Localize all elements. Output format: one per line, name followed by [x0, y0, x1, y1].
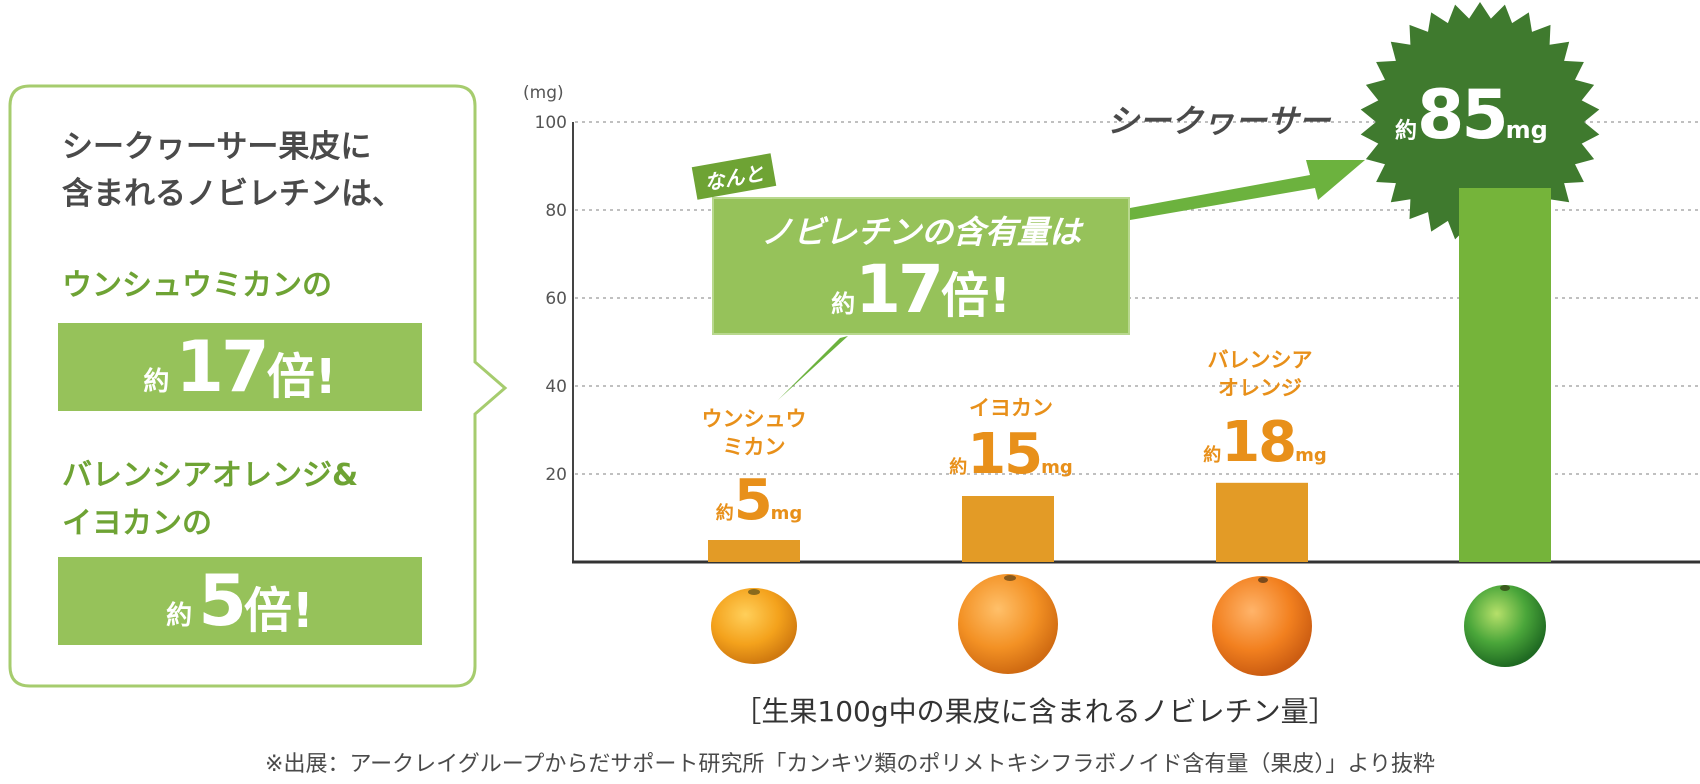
bar-3 [1459, 188, 1551, 562]
note-pointer [778, 336, 848, 400]
note-times: 約17倍! [714, 251, 1128, 328]
callout-line-1: シークヮーサー果皮に [62, 129, 372, 165]
times-prefix: 約 [166, 600, 193, 631]
iyokan-fruit-icon [958, 574, 1058, 674]
value-unit: mg [1041, 457, 1073, 478]
value-number: 15 [967, 422, 1043, 487]
value-prefix: 約 [1395, 119, 1418, 144]
times-box-5: 約 5 倍! [58, 557, 422, 645]
category-label-iyokan: イヨカン [969, 396, 1053, 420]
callout-line-2: 含まれるノビレチンは、 [62, 176, 403, 212]
value-prefix: 約 [1203, 445, 1222, 466]
chart-caption: ［生果100g中の果皮に含まれるノビレチン量］ [733, 695, 1337, 728]
shikuwasa-fruit-icon [1464, 585, 1546, 667]
compare-label-2a: バレンシアオレンジ& [62, 458, 359, 493]
value-prefix: 約 [715, 503, 734, 524]
note-suffix: 倍! [940, 268, 1011, 324]
compare-label-1: ウンシュウミカンの [62, 268, 332, 303]
value-number: 5 [733, 468, 773, 533]
value-unit: mg [770, 503, 803, 524]
compare-label-2b: イヨカンの [62, 506, 212, 541]
y-tick-label: 100 [535, 113, 567, 133]
value-unit: mg [1295, 445, 1327, 466]
value-prefix: 約 [949, 457, 968, 478]
bar-2 [1216, 482, 1308, 562]
times-suffix: 倍! [243, 583, 314, 639]
times-prefix: 約 [143, 366, 170, 397]
mandarin-fruit-icon [711, 588, 797, 664]
y-axis-label: (mg) [523, 83, 564, 103]
value-label-valencia: 約18mg [1190, 410, 1340, 475]
times-number: 17 [175, 326, 269, 408]
y-axis-ticks: 20 40 60 80 100 [535, 113, 567, 485]
times-number: 5 [198, 560, 247, 642]
note-box: ノビレチンの含有量は 約17倍! [712, 197, 1130, 335]
source-note: ※出展：アークレイグループからだサポート研究所「カンキツ類のポリメトキシフラボノ… [265, 752, 1435, 777]
note-text: ノビレチンの含有量は [760, 213, 1081, 251]
category-label-unshu: ウンシュウ ミカン [701, 407, 807, 459]
y-tick-label: 60 [545, 289, 567, 309]
value-number: 85 [1417, 76, 1509, 155]
highlight-name: シークヮーサー [1107, 102, 1331, 140]
value-number: 18 [1221, 410, 1297, 475]
highlight-value: 約85mg [1395, 76, 1548, 155]
note-prefix: 約 [831, 290, 856, 318]
category-label-valencia: バレンシア オレンジ [1207, 348, 1313, 400]
arrow-to-highlight [1130, 160, 1365, 220]
orange-fruit-icon [1212, 576, 1312, 676]
note-number: 17 [855, 251, 944, 328]
bar-0 [708, 540, 800, 562]
y-tick-label: 80 [545, 201, 567, 221]
value-unit: mg [1505, 116, 1548, 144]
y-tick-label: 40 [545, 377, 567, 397]
y-tick-label: 20 [545, 465, 567, 485]
times-box-17: 約 17 倍! [58, 323, 422, 411]
bar-1 [962, 496, 1054, 562]
times-suffix: 倍! [266, 349, 337, 405]
value-label-iyokan: 約15mg [936, 422, 1086, 487]
bars [708, 188, 1551, 562]
value-label-unshu: 約5mg [694, 468, 824, 533]
starburst-badge [1360, 2, 1600, 242]
